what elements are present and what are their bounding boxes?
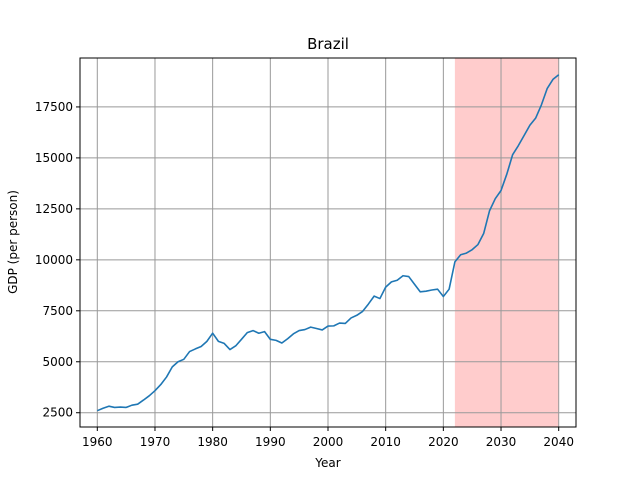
x-tick-label: 1970	[140, 435, 171, 449]
y-tick-label: 15000	[35, 151, 73, 165]
x-tick-label: 2000	[313, 435, 344, 449]
series-line	[96, 74, 560, 412]
series-layer	[96, 74, 560, 412]
x-tick-label: 2030	[486, 435, 517, 449]
y-tick-label: 2500	[42, 406, 73, 420]
forecast-highlight-region	[454, 58, 559, 427]
grid-layer	[80, 58, 576, 427]
x-tick-label: 2020	[428, 435, 459, 449]
x-tick-label: 2010	[370, 435, 401, 449]
y-tick-label: 10000	[35, 253, 73, 267]
x-tick-label: 1980	[197, 435, 228, 449]
y-tick-label: 17500	[35, 100, 73, 114]
y-tick-label: 5000	[42, 355, 73, 369]
x-axis-label: Year	[314, 456, 340, 470]
x-tick-label: 2040	[543, 435, 574, 449]
x-tick-label: 1960	[82, 435, 113, 449]
y-tick-label: 12500	[35, 202, 73, 216]
y-axis-label: GDP (per person)	[6, 190, 20, 294]
y-tick-label: 7500	[42, 304, 73, 318]
chart-title: Brazil	[307, 35, 349, 53]
highlight-layer	[454, 58, 559, 427]
x-tick-label: 1990	[255, 435, 286, 449]
tick-layer: 1960 1970 1980 1990 2000 2010 2020 2030 2040 2500…	[35, 100, 574, 449]
